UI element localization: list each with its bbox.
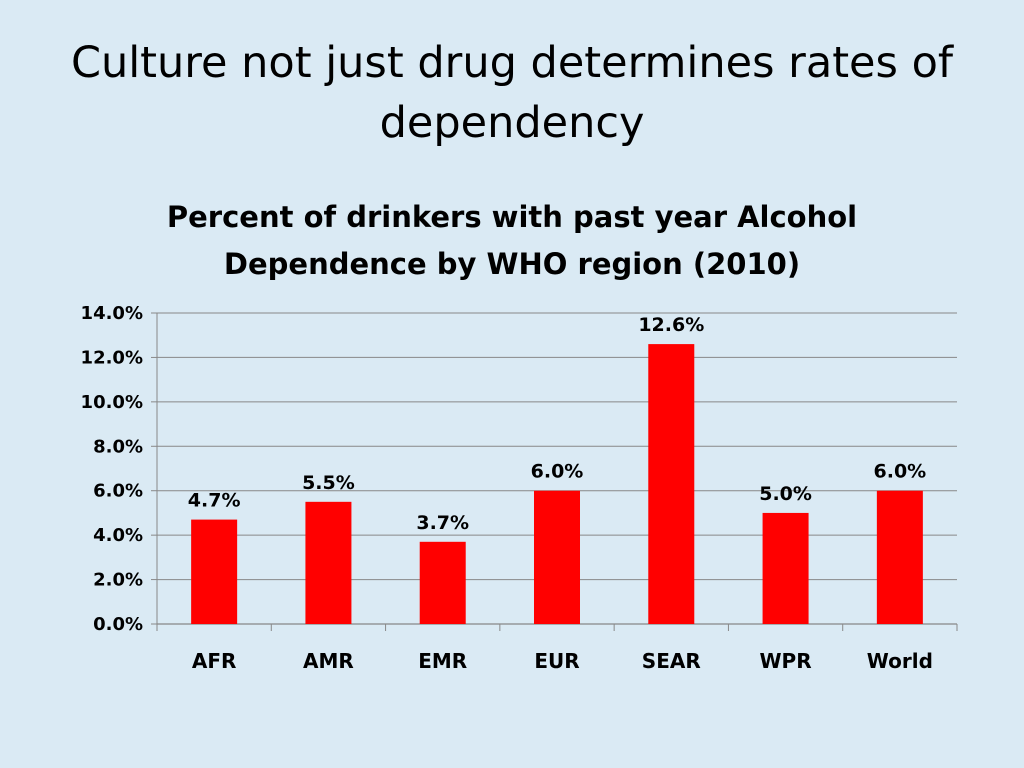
bar-sear	[648, 344, 695, 624]
bar-afr	[191, 519, 238, 624]
data-label: 6.0%	[531, 461, 584, 483]
category-label: AMR	[303, 649, 354, 673]
category-label: World	[867, 649, 933, 673]
bar-world	[876, 490, 923, 624]
chart-title: Percent of drinkers with past year Alcoh…	[166, 200, 858, 281]
y-tick-label: 2.0%	[93, 570, 143, 591]
bar-amr	[305, 501, 352, 624]
slide-title: Culture not just drug determines rates o…	[70, 38, 954, 148]
category-label: SEAR	[642, 649, 701, 673]
bar-wpr	[762, 512, 809, 624]
y-tick-label: 10.0%	[81, 392, 143, 413]
y-tick-label: 0.0%	[93, 614, 143, 635]
category-label: AFR	[192, 649, 237, 673]
bar-eur	[534, 490, 580, 624]
y-tick-label: 14.0%	[81, 303, 143, 324]
data-label: 4.7%	[188, 490, 241, 512]
y-tick-label: 6.0%	[93, 481, 143, 502]
y-tick-label: 12.0%	[81, 347, 143, 368]
category-label: WPR	[760, 649, 812, 673]
y-tick-label: 8.0%	[93, 436, 143, 457]
data-label: 12.6%	[638, 314, 704, 336]
data-label: 3.7%	[416, 512, 469, 534]
data-label: 5.0%	[759, 483, 812, 505]
bar-emr	[419, 541, 466, 624]
category-label: EUR	[534, 649, 579, 673]
data-label: 5.5%	[302, 472, 355, 494]
data-label: 6.0%	[874, 461, 927, 483]
y-tick-label: 4.0%	[93, 525, 143, 546]
category-label: EMR	[418, 649, 467, 673]
